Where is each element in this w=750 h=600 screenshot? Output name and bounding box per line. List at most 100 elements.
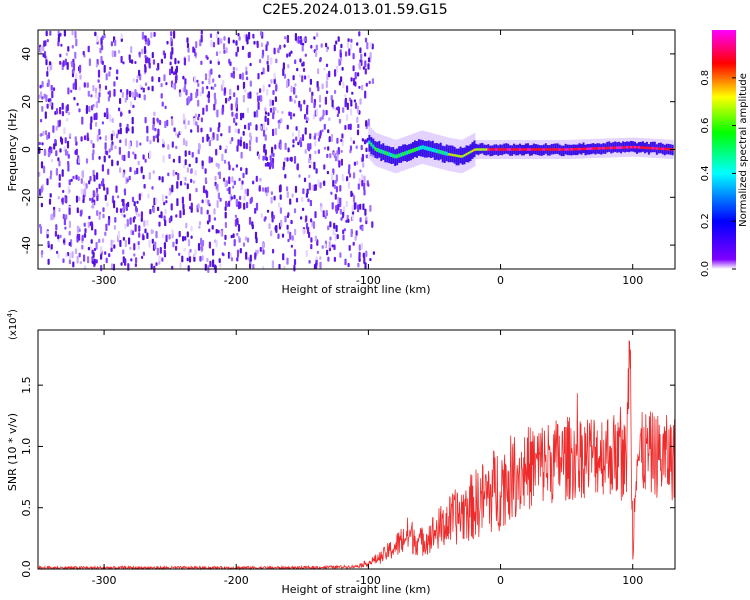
spectrogram-noise-cell: [357, 183, 360, 190]
spectrogram-noise-cell: [343, 205, 346, 213]
spectrogram-noise-cell: [268, 223, 271, 230]
spectrogram-noise-cell: [223, 241, 226, 246]
spectrogram-noise-cell: [144, 158, 147, 163]
spectrogram-noise-cell: [143, 183, 146, 189]
spectrogram-noise-cell: [360, 242, 363, 250]
spectrogram-noise-cell: [166, 40, 169, 45]
spectrogram-noise-cell: [83, 233, 87, 238]
spectrogram-signal-core: [459, 146, 462, 164]
spectrogram-noise-cell: [133, 201, 136, 207]
spectrogram-signal-peak: [634, 145, 637, 149]
spectrogram-noise-cell: [358, 31, 361, 37]
spectrogram-noise-cell: [187, 96, 190, 104]
spectrogram-signal-peak: [433, 148, 436, 153]
spectrogram-noise-cell: [308, 231, 311, 238]
spectrogram-noise-cell: [70, 89, 73, 93]
spectrogram-noise-cell: [306, 107, 309, 115]
spectrogram-noise-cell: [292, 75, 295, 81]
spectrogram-noise-cell: [356, 42, 359, 46]
spectrogram-noise-cell: [331, 172, 334, 181]
spectrogram-noise-cell: [87, 221, 90, 228]
spectrogram-noise-cell: [364, 68, 367, 75]
spectrogram-noise-cell: [229, 252, 232, 259]
spectrogram-noise-cell: [340, 158, 343, 166]
spectrogram-noise-cell: [266, 41, 269, 46]
spectrogram-noise-cell: [171, 184, 174, 193]
spectrogram-noise-cell: [324, 96, 327, 105]
spectrogram-noise-cell: [170, 31, 173, 37]
spectrogram-noise-cell: [179, 180, 183, 186]
spectrogram-noise-cell: [116, 133, 119, 139]
spectrogram-noise-cell: [103, 112, 106, 118]
spectrogram-noise-cell: [335, 174, 338, 182]
spectrogram-noise-cell: [152, 135, 155, 142]
spectrogram-noise-cell: [72, 175, 75, 180]
spectrogram-noise-cell: [170, 203, 173, 211]
spectrogram-noise-cell: [324, 243, 327, 248]
spectrogram-noise-cell: [349, 123, 352, 130]
spectrogram-noise-cell: [280, 118, 283, 123]
spectrogram-noise-cell: [170, 66, 174, 74]
spectrogram-noise-cell: [293, 156, 297, 164]
spectrogram-noise-cell: [345, 219, 348, 223]
spectrogram-noise-cell: [336, 65, 339, 73]
spectrogram-signal-peak: [566, 148, 569, 151]
spectrogram-signal-peak: [620, 146, 623, 149]
spectrogram-noise-cell: [69, 133, 72, 137]
spectrogram-noise-cell: [228, 125, 231, 134]
spectrogram-noise-cell: [237, 224, 241, 232]
spectrogram-noise-cell: [232, 233, 235, 238]
spectrogram-signal-peak: [479, 148, 482, 151]
spectrogram-signal-peak: [618, 146, 621, 149]
spectrogram-noise-cell: [355, 230, 358, 236]
spectrogram-noise-cell: [98, 83, 101, 89]
spectrogram-noise-cell: [115, 185, 118, 193]
spectrogram-noise-cell: [216, 200, 219, 208]
spectrogram-noise-cell: [121, 198, 124, 203]
spectrogram-noise-cell: [315, 50, 318, 57]
spectrogram-noise-cell: [89, 246, 92, 250]
spectrogram-noise-cell: [253, 40, 256, 45]
spectrogram-noise-cell: [90, 221, 93, 227]
spectrogram-noise-cell: [185, 222, 188, 229]
spectrogram-noise-cell: [106, 187, 109, 195]
spectrogram-signal-peak: [572, 148, 575, 151]
spectrogram-noise-cell: [108, 71, 111, 77]
spectrogram-noise-cell: [322, 181, 325, 185]
spectrogram-signal-peak: [578, 147, 581, 151]
spectrogram-noise-cell: [326, 90, 329, 94]
spectrogram-signal-peak: [655, 147, 658, 150]
spectrogram-signal-peak: [614, 146, 617, 150]
spectrogram-noise-cell: [98, 156, 101, 160]
spectrogram-noise-cell: [369, 42, 373, 48]
spectrogram-noise-cell: [293, 208, 297, 214]
spectrogram-noise-cell: [146, 56, 149, 64]
spectrogram-noise-cell: [249, 198, 252, 204]
spectrogram-noise-cell: [131, 59, 134, 64]
spectrogram-noise-cell: [161, 257, 164, 262]
spectrogram-noise-cell: [78, 229, 81, 232]
spectrogram-noise-cell: [100, 246, 103, 253]
spectrogram-noise-cell: [334, 89, 337, 94]
spectrogram-noise-cell: [262, 155, 265, 161]
spectrogram-signal-peak: [489, 148, 492, 151]
spectrogram-noise-cell: [337, 196, 340, 204]
spectrogram-noise-cell: [286, 257, 289, 265]
spectrogram-noise-cell: [215, 239, 218, 248]
spectrogram-noise-cell: [57, 196, 60, 200]
spectrogram-noise-cell: [90, 239, 93, 244]
spectrogram-noise-cell: [163, 201, 166, 206]
spectrogram-signal-peak: [376, 147, 379, 152]
spectrogram-noise-cell: [173, 127, 176, 132]
spectrogram-noise-cell: [283, 44, 286, 48]
spectrogram-noise-cell: [206, 56, 209, 60]
spectrogram-noise-cell: [46, 134, 49, 140]
spectrogram-noise-cell: [364, 37, 368, 43]
spectrogram-noise-cell: [319, 58, 322, 63]
spectrogram-noise-cell: [81, 189, 84, 194]
spectrogram-noise-cell: [44, 55, 47, 59]
spectrogram-signal-peak: [471, 149, 474, 153]
spectrogram-noise-cell: [218, 122, 221, 128]
spectrogram-signal-peak: [645, 146, 648, 150]
spectrogram-noise-cell: [171, 229, 174, 235]
